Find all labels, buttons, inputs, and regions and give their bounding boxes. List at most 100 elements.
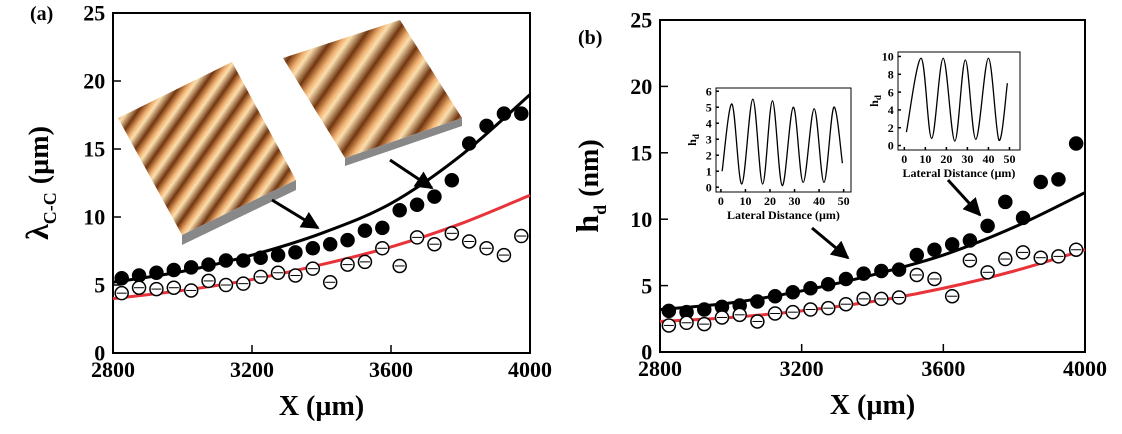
fit-curve (112, 93, 531, 284)
y-tick-label: 0 (888, 139, 894, 153)
x-tick-label: 50 (1003, 152, 1015, 166)
filled-marker (909, 247, 925, 263)
filled-marker (820, 277, 836, 292)
profile-line (905, 57, 1009, 142)
inset-background (716, 88, 851, 192)
x-tick-label: 40 (813, 194, 825, 208)
filled-marker (661, 303, 677, 319)
filled-marker (114, 270, 129, 286)
filled-marker (201, 257, 216, 272)
filled-marker (962, 233, 978, 248)
y-tick-label: 25 (630, 8, 652, 33)
filled-marker (340, 232, 355, 248)
inset-y-label-subscript: d (873, 95, 883, 100)
x-tick-label: 30 (789, 194, 801, 208)
plot-frame (112, 12, 531, 354)
filled-marker (998, 194, 1013, 210)
x-tick-label: 10 (919, 152, 931, 166)
inset-background (898, 52, 1020, 150)
y-tick-label: 15 (630, 141, 652, 166)
x-tick-label: 40 (982, 152, 994, 166)
filled-marker (236, 253, 251, 268)
inset: 0 10 20 30 40 50 0 1 2 3 4 5 6 Lateral Distance (µm) h… (685, 84, 852, 222)
x-axis-label: X (µm) (279, 391, 364, 422)
x-tick-label: 10 (739, 194, 751, 208)
y-tick-label: 10 (83, 205, 105, 230)
inset-y-label-subscript: d (691, 134, 701, 139)
y-axis-label-unit: (nm) (574, 139, 605, 197)
inset-y-label: hd (685, 134, 701, 146)
filled-marker (980, 218, 995, 234)
filled-marker (322, 236, 338, 252)
y-tick-label: 1 (706, 164, 712, 178)
x-tick-label: 3600 (921, 356, 965, 381)
y-tick-label: 20 (630, 74, 652, 99)
y-tick-label: 4 (706, 116, 712, 130)
x-tick-label: 2800 (91, 357, 135, 382)
filled-marker (1051, 172, 1066, 187)
fit-curve (659, 191, 1086, 311)
filled-marker (392, 202, 407, 218)
filled-marker (496, 106, 512, 121)
filled-marker (270, 247, 286, 263)
fit-curve (112, 193, 531, 301)
filled-marker (357, 223, 373, 238)
y-tick-label: 20 (83, 69, 105, 94)
x-tick-label: 4000 (1063, 356, 1107, 381)
filled-marker (131, 268, 147, 283)
filled-marker (891, 262, 907, 277)
y-tick-label: 5 (641, 273, 652, 298)
arrows (271, 158, 982, 260)
plot-frame (715, 87, 852, 193)
filled-marker (927, 242, 942, 257)
y-tick-label: 0 (94, 341, 105, 366)
filled-marker (750, 294, 765, 309)
x-tick-label: 4000 (508, 357, 552, 382)
filled-marker (461, 136, 477, 151)
x-tick-label: 0 (718, 194, 724, 208)
filled-marker (1015, 210, 1031, 226)
fit-curve (659, 248, 1086, 323)
filled-marker (375, 220, 390, 236)
x-tick-label: 30 (961, 152, 973, 166)
plot-frame (659, 19, 1086, 353)
y-tick-label: 10 (630, 207, 652, 232)
plot-frame (897, 51, 1021, 151)
inset-y-label-symbol: h (867, 100, 881, 107)
filled-marker (166, 262, 182, 278)
y-tick-label: 25 (83, 1, 105, 26)
filled-marker (838, 271, 854, 287)
x-tick-label: 3200 (780, 356, 824, 381)
y-tick-label: 6 (888, 85, 894, 99)
y-axis-label-unit: (µm) (24, 126, 55, 184)
inset-y-label: hd (867, 95, 883, 107)
filled-marker (803, 281, 818, 296)
y-tick-label: 8 (888, 67, 894, 81)
y-axis-label-symbol: h (569, 215, 605, 233)
inset-x-label: Lateral Distance (µm) (727, 208, 840, 222)
x-tick-label: 0 (901, 152, 907, 166)
filled-marker (218, 253, 234, 268)
filled-marker (856, 266, 871, 281)
inset-y-label-symbol: h (685, 139, 699, 146)
y-axis-label: λC-C (µm) (19, 126, 60, 240)
y-tick-label: 6 (706, 84, 712, 98)
filled-marker (874, 263, 889, 279)
y-tick-label: 15 (83, 137, 105, 162)
y-axis-label-subscript: d (590, 205, 610, 215)
filled-marker (409, 197, 425, 213)
y-tick-label: 0 (706, 180, 712, 194)
y-tick-label: 5 (94, 273, 105, 298)
y-tick-label: 4 (888, 103, 894, 117)
x-tick-label: 3200 (230, 357, 274, 382)
filled-marker (427, 189, 442, 204)
filled-marker (305, 241, 321, 256)
filled-marker (514, 106, 529, 121)
y-tick-label: 2 (888, 121, 894, 135)
y-tick-label: 5 (706, 100, 712, 114)
y-tick-label: 0 (641, 340, 652, 365)
x-tick-label: 3600 (369, 357, 413, 382)
